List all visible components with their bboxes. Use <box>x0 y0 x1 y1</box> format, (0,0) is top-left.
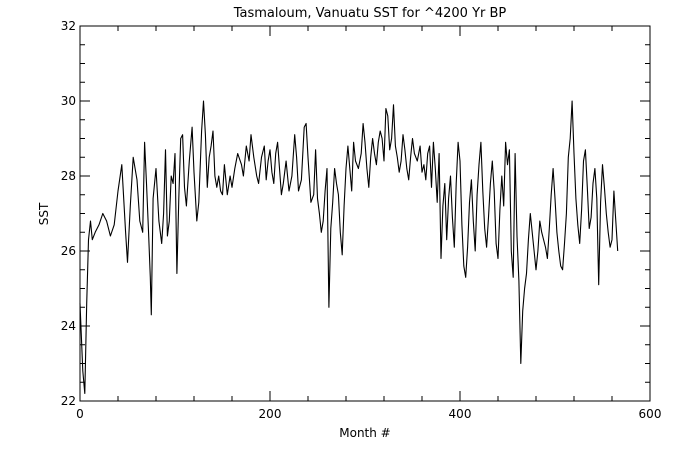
y-tick-label: 28 <box>61 169 76 183</box>
y-tick-label: 32 <box>61 19 76 33</box>
x-tick-label: 200 <box>259 407 282 421</box>
y-tick-label: 26 <box>61 244 76 258</box>
x-tick-label: 600 <box>639 407 662 421</box>
tick-labels: 0 200 400 600 22 24 26 28 30 32 <box>61 19 662 421</box>
y-tick-label: 24 <box>61 319 76 333</box>
chart-title: Tasmaloum, Vanuatu SST for ^4200 Yr BP <box>233 6 507 21</box>
sst-series-line <box>79 100 619 395</box>
x-tick-label: 0 <box>76 407 84 421</box>
x-axis-label: Month # <box>339 426 390 440</box>
axis-ticks <box>79 25 651 402</box>
plot-frame <box>79 25 651 402</box>
x-tick-label: 400 <box>449 407 472 421</box>
y-axis-label: SST <box>37 202 51 225</box>
y-tick-label: 30 <box>61 94 76 108</box>
y-tick-label: 22 <box>61 394 76 408</box>
